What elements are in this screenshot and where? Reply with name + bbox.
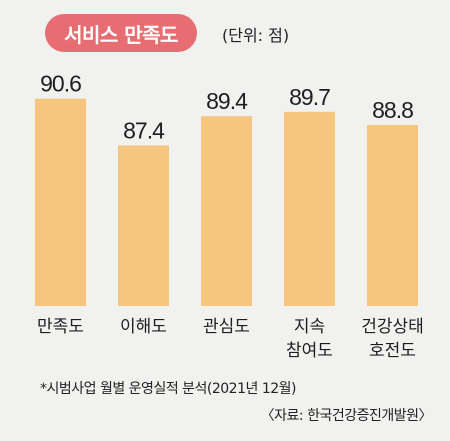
value-label-2: 87.4 <box>123 117 165 143</box>
source-note: 〈자료: 한국건강증진개발원〉 <box>260 408 433 424</box>
bars-group <box>35 98 418 307</box>
category-label-2: 이해도 <box>120 317 167 337</box>
bar-1 <box>35 98 86 307</box>
value-label-1: 90.6 <box>40 71 81 97</box>
bar-4 <box>284 111 335 306</box>
bar-5 <box>367 124 418 307</box>
category-labels-group: 만족도 이해도 관심도 지속 참여도 건강상태 호전도 <box>37 317 424 361</box>
bar-chart: 90.6 87.4 89.4 89.7 88.8 만족도 이해도 관심도 지속 참여도 건강상태 호… <box>35 71 424 361</box>
value-label-5: 88.8 <box>372 97 413 123</box>
category-label-3: 관심도 <box>203 317 250 337</box>
category-label-5: 건강상태 호전도 <box>361 317 424 361</box>
chart-title: 서비스 만족도 <box>45 14 197 52</box>
category-label-1: 만족도 <box>37 317 84 337</box>
value-label-4: 89.7 <box>289 84 330 110</box>
value-labels-group: 90.6 87.4 89.4 89.7 88.8 <box>40 71 414 144</box>
value-label-3: 89.4 <box>206 88 248 114</box>
bar-3 <box>201 116 252 306</box>
footnote: *시범사업 월별 운영실적 분석(2021년 12월) <box>40 381 297 397</box>
category-label-4: 지속 참여도 <box>286 317 333 361</box>
unit-label: (단위: 점) <box>222 26 290 45</box>
bar-2 <box>118 145 169 306</box>
